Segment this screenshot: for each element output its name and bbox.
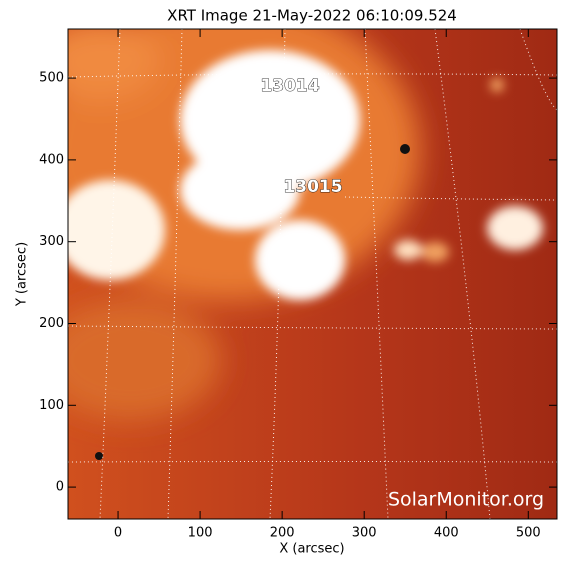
y-tick-label: 300: [39, 234, 64, 249]
watermark: SolarMonitor.org: [388, 489, 544, 511]
y-axis-label: Y (arcsec): [15, 242, 30, 307]
x-tick-label: 100: [188, 526, 213, 541]
solar-image: [68, 29, 557, 519]
y-tick-label: 200: [39, 316, 64, 331]
region-label: 13015: [283, 177, 342, 197]
y-tick-label: 0: [56, 480, 64, 495]
region-label: 13014: [260, 76, 319, 96]
y-tick-label: 400: [39, 152, 64, 167]
x-axis-label: X (arcsec): [279, 542, 344, 557]
x-tick-label: 200: [270, 526, 295, 541]
y-tick-label: 500: [39, 71, 64, 86]
x-tick-label: 400: [434, 526, 459, 541]
x-tick-label: 300: [352, 526, 377, 541]
x-tick-label: 500: [516, 526, 541, 541]
plot-frame: [67, 28, 558, 520]
y-tick-label: 100: [39, 398, 64, 413]
x-tick-label: 0: [114, 526, 122, 541]
chart-title: XRT Image 21-May-2022 06:10:09.524: [167, 7, 457, 25]
